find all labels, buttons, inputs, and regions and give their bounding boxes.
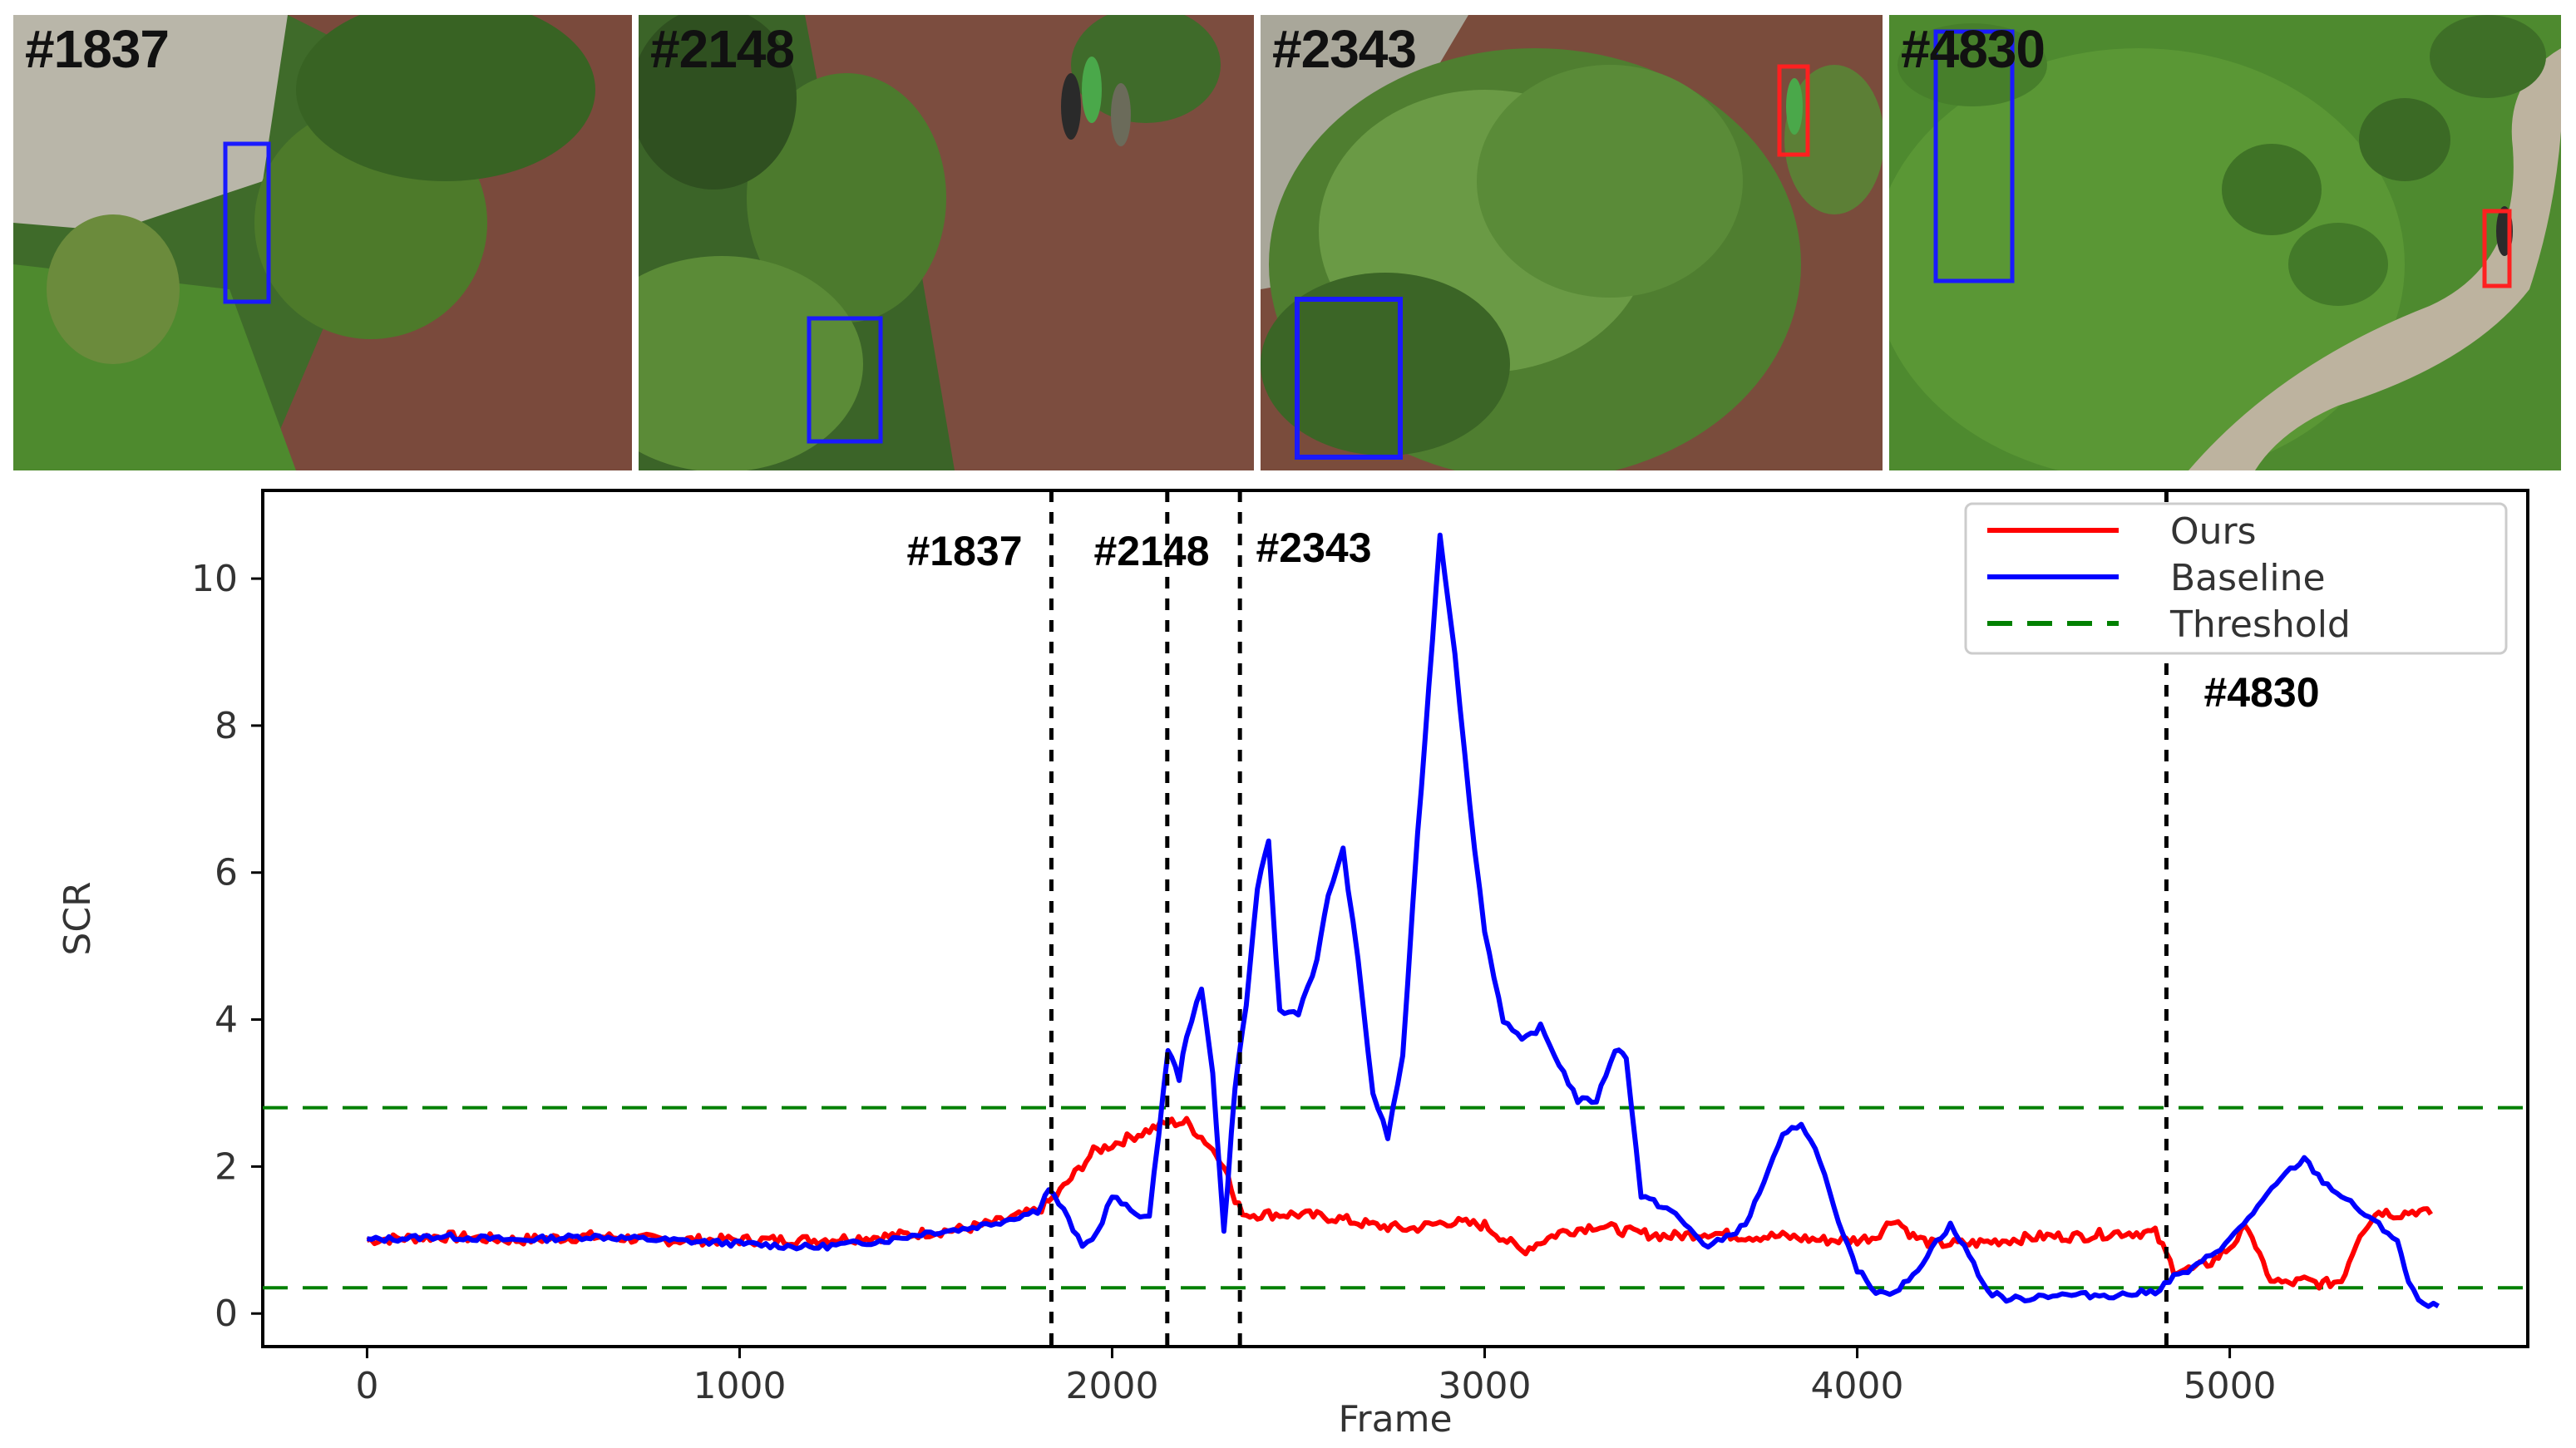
y-tick-label: 0 bbox=[215, 1293, 238, 1335]
y-tick-label: 2 bbox=[215, 1145, 238, 1188]
frame-2343: #2343 bbox=[1261, 15, 1883, 470]
x-tick-label: 5000 bbox=[2184, 1365, 2277, 1407]
x-tick-label: 0 bbox=[355, 1365, 378, 1407]
y-axis-label: SCR bbox=[57, 881, 99, 955]
series-lines bbox=[366, 532, 2440, 1309]
marker-label-2343: #2343 bbox=[1256, 525, 1371, 571]
x-tick-label: 2000 bbox=[1066, 1365, 1159, 1407]
frame-label: #2148 bbox=[650, 19, 795, 79]
ours-box bbox=[2482, 209, 2512, 288]
ours-box bbox=[1777, 64, 1810, 157]
aerial-tree-canopy-image bbox=[1261, 15, 1883, 470]
frame-strip: #1837 #2148 #2 bbox=[0, 0, 2576, 474]
series-line-baseline bbox=[366, 532, 2440, 1309]
frame-label: #2343 bbox=[1272, 19, 1417, 79]
aerial-grass-path-image bbox=[13, 15, 632, 470]
marker-label-1837: #1837 bbox=[906, 528, 1022, 574]
baseline-box bbox=[807, 316, 883, 444]
y-tick-label: 10 bbox=[191, 558, 238, 600]
baseline-box bbox=[223, 141, 271, 304]
legend: Ours Baseline Threshold bbox=[1964, 502, 2508, 655]
aerial-park-image bbox=[1889, 15, 2561, 470]
baseline-box bbox=[1933, 29, 2015, 283]
marker-label-2148: #2148 bbox=[1093, 528, 1209, 574]
frame-label: #4830 bbox=[1901, 19, 2046, 79]
frame-1837: #1837 bbox=[13, 15, 632, 470]
y-tick-label: 8 bbox=[215, 705, 238, 747]
marker-label-4830: #4830 bbox=[2203, 669, 2319, 716]
legend-label-threshold: Threshold bbox=[2169, 603, 2351, 646]
frame-markers: #1837 #2148 #2343 #4830 bbox=[906, 490, 2320, 1347]
x-axis-label: Frame bbox=[1338, 1398, 1452, 1441]
y-tick-label: 4 bbox=[215, 999, 238, 1042]
frame-label: #1837 bbox=[25, 19, 170, 79]
series-line-ours bbox=[366, 1116, 2434, 1291]
aerial-walkway-image bbox=[639, 15, 1254, 470]
frame-4830: #4830 bbox=[1889, 15, 2561, 470]
legend-label-ours: Ours bbox=[2170, 510, 2257, 553]
x-tick-label: 4000 bbox=[1811, 1365, 1904, 1407]
scr-chart: #1837 #2148 #2343 #4830 0 1000 2000 3000 4000 50… bbox=[57, 489, 2529, 1441]
frame-2148: #2148 bbox=[639, 15, 1254, 470]
x-tick-label: 1000 bbox=[693, 1365, 786, 1407]
y-tick-label: 6 bbox=[215, 852, 238, 894]
y-axis-ticks: 0 2 4 6 8 10 bbox=[191, 558, 263, 1335]
baseline-box bbox=[1295, 297, 1403, 460]
legend-label-baseline: Baseline bbox=[2170, 557, 2326, 599]
x-axis-ticks: 0 1000 2000 3000 4000 5000 bbox=[355, 1347, 2277, 1407]
x-tick-label: 3000 bbox=[1439, 1365, 1532, 1407]
